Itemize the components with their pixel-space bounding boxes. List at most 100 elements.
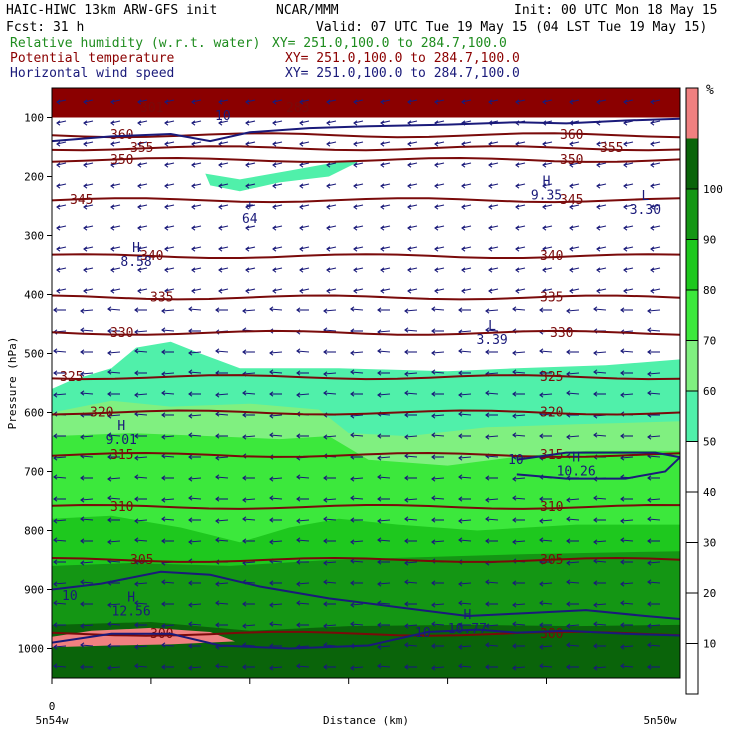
- wind-vector-385: [512, 434, 526, 437]
- wind-vector-head-557: [188, 602, 193, 608]
- wind-vector-476: [485, 518, 499, 521]
- wind-vector-head-478: [539, 518, 544, 524]
- wind-vector-379: [350, 434, 364, 437]
- wind-vector-328: [215, 393, 229, 396]
- wind-vector-95: [137, 183, 148, 187]
- wind-vector-22: [650, 99, 661, 103]
- wind-vector-head-568: [485, 601, 490, 607]
- field-wind-name: Horizontal wind speed: [10, 66, 174, 81]
- wind-vector-235: [188, 308, 202, 311]
- wind-vector-head-323: [80, 390, 85, 396]
- wind-vector-head-243: [404, 308, 409, 314]
- wind-vector-head-396: [188, 454, 193, 460]
- wind-vector-73: [164, 162, 175, 166]
- wind-vector-head-626: [188, 665, 193, 671]
- wind-vector-head-54: [272, 141, 277, 147]
- wind-vector-57: [353, 141, 364, 145]
- wind-vector-613: [458, 645, 472, 648]
- wind-contour-label-2: 10: [215, 109, 231, 124]
- wind-vector-624: [134, 665, 148, 668]
- wind-vector-219: [380, 288, 391, 292]
- wind-vector-head-174: [407, 246, 412, 252]
- wind-vector-614: [485, 644, 499, 647]
- colorbar-label-100: 100: [703, 183, 723, 196]
- wind-vector-133: [542, 204, 553, 208]
- wind-vector-head-287: [350, 350, 355, 356]
- wind-vector-head-379: [350, 432, 355, 438]
- wind-vector-head-222: [461, 288, 466, 294]
- wind-vector-head-246: [485, 308, 490, 314]
- wind-vector-head-380: [377, 433, 382, 439]
- wind-vector-548: [566, 581, 580, 584]
- wind-vector-head-205: [623, 267, 628, 273]
- extremum-type-3: L: [488, 319, 496, 334]
- wind-vector-525: [566, 561, 580, 564]
- wind-vector-633: [377, 665, 391, 668]
- wind-vector-160: [650, 225, 661, 229]
- x-axis: [51, 678, 547, 684]
- wind-vector-head-139: [83, 225, 88, 231]
- wind-vector-204: [596, 267, 607, 271]
- wind-contour-1: [52, 628, 680, 650]
- wind-vector-179: [542, 246, 553, 250]
- wind-vector-head-586: [350, 621, 355, 627]
- wind-vector-head-92: [56, 183, 61, 189]
- wind-vector-head-416: [107, 476, 112, 482]
- wind-vector-182: [623, 246, 634, 250]
- wind-vector-head-134: [569, 204, 574, 210]
- wind-vector-head-624: [134, 663, 139, 669]
- wind-vector-head-85: [488, 162, 493, 168]
- header-center: NCAR/MMM: [276, 3, 339, 18]
- wind-vector-head-591: [485, 623, 490, 629]
- wind-vector-3: [137, 99, 148, 103]
- wind-vector-92: [56, 183, 67, 187]
- wind-vector-head-540: [350, 580, 355, 586]
- wind-vector-head-188: [164, 267, 169, 273]
- wind-vector-head-159: [623, 225, 628, 231]
- wind-vector-head-453: [485, 497, 490, 503]
- theta-contour-320: [52, 409, 680, 416]
- wind-vector-head-100: [272, 183, 277, 189]
- wind-vector-391: [53, 456, 67, 459]
- wind-vector-head-445: [269, 495, 274, 501]
- wind-vector-291: [458, 350, 472, 353]
- wind-vector-head-152: [434, 225, 439, 231]
- wind-vector-497: [431, 540, 445, 543]
- wind-vector-head-543: [431, 580, 436, 586]
- wind-vector-head-207: [56, 288, 61, 294]
- wind-vector-head-290: [431, 350, 436, 356]
- wind-vector-head-257: [161, 327, 166, 333]
- wind-vector-head-248: [539, 307, 544, 313]
- wind-vector-head-451: [431, 495, 436, 501]
- wind-vector-head-244: [431, 306, 436, 312]
- wind-vector-head-389: [620, 433, 625, 439]
- rh-fill-layer: [52, 88, 680, 678]
- wind-vector-head-429: [458, 474, 463, 480]
- wind-vector-head-214: [245, 288, 250, 294]
- wind-vector-head-75: [218, 162, 223, 168]
- wind-contour-label-0: 10: [62, 589, 78, 604]
- wind-vector-486: [134, 539, 148, 542]
- wind-vector-head-299: [53, 370, 58, 376]
- theta-label-350: 350: [110, 153, 133, 168]
- colorbar-label-20: 20: [703, 587, 716, 600]
- wind-vector-head-376: [269, 432, 274, 438]
- wind-vector-423: [296, 476, 310, 479]
- wind-vector-head-418: [161, 475, 166, 481]
- wind-vector-88: [569, 162, 580, 166]
- wind-vector-67: [623, 141, 634, 145]
- wind-vector-485: [107, 540, 121, 543]
- wind-vector-114: [650, 183, 661, 187]
- wind-vector-228: [623, 288, 634, 292]
- wind-vector-head-633: [377, 663, 382, 669]
- wind-vector-head-198: [434, 267, 439, 273]
- wind-vector-124: [299, 204, 310, 208]
- wind-vector-467: [242, 518, 256, 521]
- wind-vector-head-242: [377, 307, 382, 313]
- wind-vector-head-370: [107, 432, 112, 438]
- wind-vector-93: [83, 183, 94, 187]
- wind-vector-head-218: [353, 288, 358, 294]
- wind-vector-450: [404, 498, 418, 501]
- wind-vector-532: [134, 582, 148, 585]
- wind-vector-head-420: [215, 474, 220, 480]
